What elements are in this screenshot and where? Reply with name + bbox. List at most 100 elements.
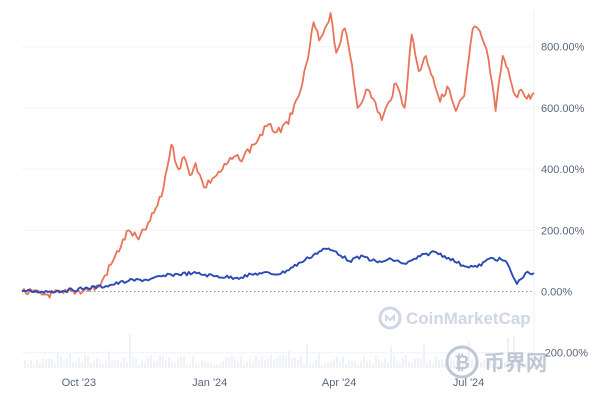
volume-bar (405, 355, 407, 368)
volume-bar (201, 360, 203, 368)
site-logo-watermark: ₿ 币界网 (445, 345, 547, 379)
volume-bar (63, 360, 65, 368)
volume-bar (387, 362, 389, 368)
volume-bar (444, 364, 446, 368)
volume-bar (252, 361, 254, 368)
volume-bar (138, 364, 140, 368)
volume-bar (426, 361, 428, 368)
volume-bar (516, 357, 518, 368)
volume-bar (225, 357, 227, 368)
volume-bar (525, 364, 527, 368)
volume-bar (117, 360, 119, 368)
volume-bars (24, 334, 533, 368)
volume-bar (276, 357, 278, 368)
volume-bar (390, 346, 392, 368)
volume-bar (318, 352, 320, 368)
volume-bar (57, 352, 59, 368)
volume-bar (480, 361, 482, 368)
y-tick-label: -200.00% (541, 348, 588, 360)
volume-bar (306, 344, 308, 368)
volume-bar (450, 357, 452, 368)
volume-bar (528, 361, 530, 368)
volume-bar (105, 360, 107, 368)
volume-bar (414, 358, 416, 368)
volume-bar (297, 359, 299, 368)
volume-bar (513, 336, 515, 368)
volume-bar (372, 363, 374, 368)
volume-bar (279, 355, 281, 368)
volume-bar (39, 362, 41, 368)
y-tick-label: 0.00% (541, 287, 572, 299)
x-tick-label: Jan '24 (192, 377, 227, 389)
volume-bar (510, 363, 512, 368)
y-tick-label: 800.00% (541, 42, 585, 54)
volume-bar (258, 360, 260, 368)
x-tick-label: Jul '24 (453, 377, 484, 389)
volume-bar (381, 361, 383, 368)
y-tick-label: 400.00% (541, 164, 585, 176)
volume-bar (93, 360, 95, 368)
volume-bar (198, 364, 200, 368)
volume-bar (45, 360, 47, 368)
volume-bar (171, 362, 173, 368)
volume-bar (261, 356, 263, 368)
volume-bar (327, 362, 329, 368)
volume-bar (72, 362, 74, 368)
volume-bar (246, 361, 248, 368)
volume-bar (153, 361, 155, 368)
volume-bar (468, 341, 470, 368)
volume-bar (360, 360, 362, 368)
volume-bar (438, 359, 440, 368)
volume-bar (213, 364, 215, 368)
volume-bar (501, 364, 503, 368)
volume-bar (282, 355, 284, 368)
volume-bar (411, 363, 413, 368)
y-tick-label: 600.00% (541, 103, 585, 115)
gridlines (22, 10, 535, 368)
volume-bar (303, 364, 305, 368)
volume-bar (330, 361, 332, 368)
volume-bar (324, 363, 326, 368)
volume-bar (273, 360, 275, 368)
volume-bar (423, 343, 425, 368)
volume-bar (336, 356, 338, 368)
volume-bar (222, 360, 224, 368)
volume-bar (204, 361, 206, 368)
volume-bar (462, 362, 464, 368)
volume-bar (48, 358, 50, 368)
series-line-1 (21, 12, 535, 299)
volume-bar (315, 359, 317, 368)
volume-bar (96, 358, 98, 368)
volume-bar (441, 358, 443, 368)
volume-bar (522, 361, 524, 368)
volume-bar (264, 360, 266, 368)
volume-bar (156, 360, 158, 368)
volume-bar (210, 363, 212, 368)
volume-bar (99, 362, 101, 368)
volume-bar (255, 355, 257, 368)
volume-bar (249, 358, 251, 368)
volume-bar (309, 363, 311, 368)
x-tick-label: Oct '23 (62, 377, 97, 389)
volume-bar (312, 363, 314, 368)
volume-bar (186, 364, 188, 368)
volume-bar (393, 355, 395, 368)
volume-bar (141, 361, 143, 368)
volume-bar (147, 357, 149, 368)
volume-bar (348, 360, 350, 368)
volume-bar (291, 358, 293, 368)
volume-bar (135, 358, 137, 368)
volume-bar (75, 361, 77, 368)
volume-bar (471, 358, 473, 368)
volume-bar (363, 355, 365, 368)
volume-bar (345, 364, 347, 368)
volume-bar (429, 359, 431, 368)
x-axis-ticks: Oct '23 Jan '24 Apr '24 Jul '24 (62, 377, 485, 389)
volume-bar (159, 355, 161, 368)
volume-bar (78, 357, 80, 368)
volume-bar (432, 363, 434, 368)
volume-bar (189, 364, 191, 368)
volume-bar (90, 362, 92, 368)
volume-bar (243, 364, 245, 368)
